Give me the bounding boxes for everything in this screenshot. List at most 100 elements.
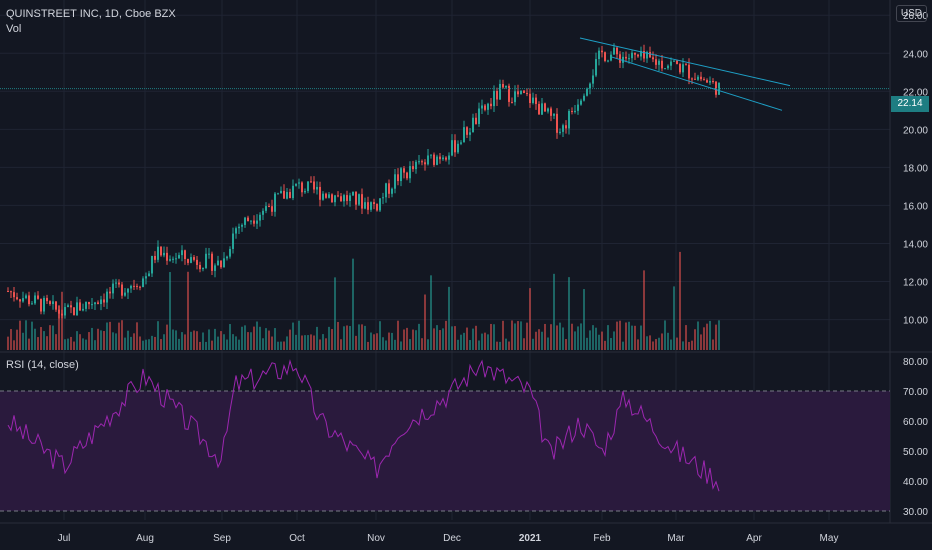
volume-bar — [121, 320, 123, 350]
volume-bar — [280, 341, 282, 350]
candle-body — [649, 52, 651, 58]
volume-bar — [544, 323, 546, 350]
candle-body — [517, 91, 519, 95]
candle-body — [217, 260, 219, 266]
volume-bar — [487, 334, 489, 350]
volume-bar — [598, 334, 600, 350]
rsi-label: RSI (14, close) — [6, 359, 79, 371]
volume-bar — [592, 325, 594, 350]
candle-body — [160, 246, 162, 256]
volume-bar — [535, 331, 537, 350]
candle-body — [568, 110, 570, 129]
volume-bar — [283, 341, 285, 350]
volume-bar — [496, 341, 498, 350]
candle-body — [619, 54, 621, 63]
volume-bar — [106, 322, 108, 350]
volume-bar — [58, 305, 60, 350]
candle-body — [607, 60, 609, 62]
candle-body — [286, 192, 288, 199]
candle-body — [277, 193, 279, 195]
volume-bar — [154, 336, 156, 350]
candle-body — [127, 288, 129, 293]
volume-bar — [100, 330, 102, 350]
volume-bar — [577, 326, 579, 350]
volume-bar — [199, 341, 201, 350]
currency-button[interactable]: USD — [895, 5, 927, 22]
candle-body — [484, 105, 486, 110]
candle-body — [163, 252, 165, 256]
volume-bar — [421, 338, 423, 350]
volume-bar — [697, 321, 699, 350]
volume-bar — [691, 340, 693, 350]
candle-body — [19, 299, 21, 302]
volume-bar — [439, 330, 441, 350]
volume-bar — [22, 332, 24, 350]
volume-bar — [583, 289, 585, 350]
volume-bar — [553, 273, 555, 350]
price-tick-label: 18.00 — [903, 163, 928, 174]
last-price-tag: 22.14 — [891, 96, 929, 112]
volume-bar — [685, 325, 687, 350]
volume-bar — [286, 336, 288, 350]
candle-body — [91, 304, 93, 306]
volume-bar — [457, 339, 459, 350]
candle-body — [25, 295, 27, 299]
volume-bar — [502, 320, 504, 350]
volume-bar — [538, 329, 540, 350]
volume-bar — [628, 321, 630, 350]
volume-bar — [136, 322, 138, 350]
x-tick-label: Feb — [593, 533, 611, 544]
candle-body — [226, 256, 228, 259]
candle-body — [229, 248, 231, 257]
volume-bar — [445, 320, 447, 350]
candle-body — [298, 182, 300, 184]
candle-body — [502, 83, 504, 88]
candle-body — [76, 302, 78, 316]
candle-body — [367, 202, 369, 210]
candle-body — [658, 60, 660, 65]
candle-body — [418, 161, 420, 163]
volume-bar — [127, 330, 129, 350]
candle-body — [688, 64, 690, 79]
volume-bar — [172, 329, 174, 350]
candle-body — [628, 58, 630, 60]
candle-body — [310, 181, 312, 183]
volume-bar — [202, 332, 204, 350]
volume-bar — [34, 328, 36, 350]
candle-body — [583, 95, 585, 101]
candle-body — [706, 80, 708, 83]
volume-bar — [64, 339, 66, 350]
candle-body — [16, 297, 18, 300]
volume-bar — [175, 330, 177, 350]
candle-body — [370, 202, 372, 210]
volume-bar — [493, 324, 495, 350]
volume-bar — [475, 325, 477, 350]
volume-bar — [316, 326, 318, 350]
candle-body — [361, 194, 363, 209]
volume-bar — [469, 340, 471, 350]
candle-body — [103, 299, 105, 303]
candle-body — [652, 57, 654, 60]
symbol-title: QUINSTREET INC, 1D, Cboe BZX — [6, 8, 176, 20]
candle-body — [508, 85, 510, 102]
candle-body — [388, 183, 390, 194]
rsi-line — [7, 359, 720, 492]
candle-body — [313, 181, 315, 190]
candle-body — [532, 97, 534, 104]
candle-body — [130, 285, 132, 289]
candle-body — [244, 217, 246, 225]
candle-body — [661, 60, 663, 69]
candle-body — [304, 191, 306, 193]
candle-body — [514, 91, 516, 103]
volume-bar — [670, 339, 672, 350]
candle-body — [421, 161, 423, 163]
candle-body — [271, 206, 273, 212]
candle-body — [604, 52, 606, 61]
volume-bar — [208, 329, 210, 350]
volume-bar — [427, 339, 429, 350]
volume-bar — [658, 337, 660, 350]
volume-bar — [238, 339, 240, 350]
volume-bar — [676, 337, 678, 350]
volume-bar — [148, 339, 150, 350]
